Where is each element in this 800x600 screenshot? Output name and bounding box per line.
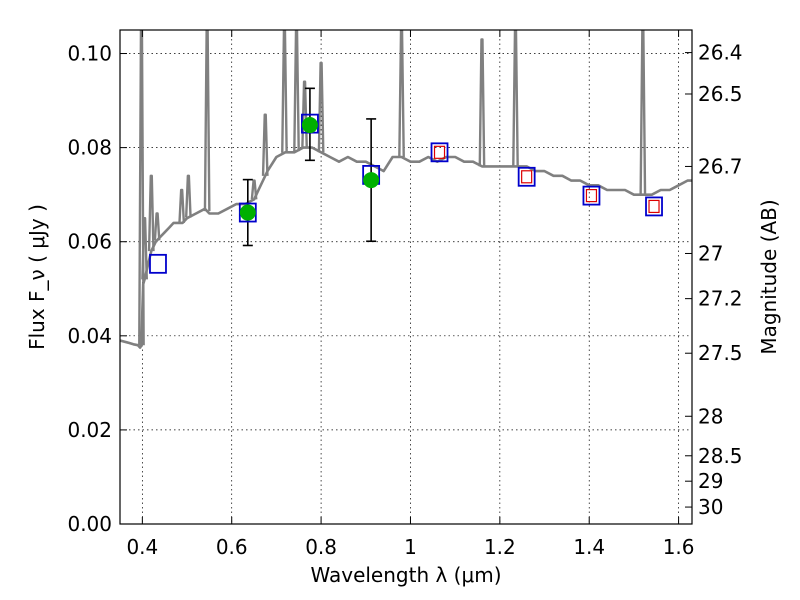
x-tick-label: 1 (404, 535, 417, 559)
observed-point (239, 204, 256, 221)
emission-line (293, 30, 300, 152)
model-spectrum-line (120, 146, 692, 349)
tick-labels: 0.4 0.6 0.8 1 1.2 1.4 1.6 0.00 0.02 0.04 0.06 0.08 0… (67, 41, 742, 559)
model-band-inner-box (521, 170, 533, 184)
model-band-inner-box (433, 145, 446, 159)
y2-tick-label: 28 (698, 404, 723, 428)
x-tick-label: 1.4 (573, 535, 605, 559)
emission-line (478, 38, 486, 167)
emission-line (639, 30, 647, 195)
x-tick-label: 1.2 (484, 535, 516, 559)
model-band-inner-box (585, 189, 598, 203)
x-tick-label: 0.6 (216, 535, 248, 559)
emission-line (203, 30, 211, 212)
y2-tick-label: 27.2 (698, 287, 743, 311)
emission-line (261, 113, 269, 176)
emission-line (281, 30, 288, 153)
emission-line (153, 212, 161, 241)
emission-line (317, 61, 325, 153)
emission-line (184, 174, 192, 218)
y2-tick-label: 26.5 (698, 82, 743, 106)
x-tick-label: 0.8 (305, 535, 337, 559)
y2-tick-label: 28.5 (698, 444, 743, 468)
marker-layer (149, 87, 663, 274)
y2-tick-label: 26.4 (698, 41, 743, 65)
emission-line (512, 30, 519, 167)
model-band-box (517, 166, 536, 187)
y-tick-label: 0.00 (67, 512, 112, 536)
emission-line (147, 174, 155, 252)
observed-point (301, 117, 318, 134)
y-tick-label: 0.10 (67, 42, 112, 66)
emission-line (138, 30, 145, 346)
y-axis-label: Flux F_ν ( μJy ) (25, 204, 49, 350)
y-tick-label: 0.02 (67, 418, 112, 442)
y-tick-label: 0.04 (67, 324, 112, 348)
y2-tick-label: 27.5 (698, 341, 743, 365)
emission-line (178, 188, 186, 223)
plot-frame (119, 29, 693, 525)
y2-tick-label: 26.7 (698, 154, 743, 178)
y2-tick-label: 29 (698, 469, 723, 493)
model-band-box (645, 196, 663, 217)
emission-line (398, 30, 405, 158)
y-tick-label: 0.06 (67, 230, 112, 254)
axis-ticks (120, 30, 692, 525)
model-band-box (149, 253, 167, 274)
y2-tick-label: 27 (698, 241, 723, 265)
model-band-inner-box (648, 199, 660, 214)
x-tick-label: 0.4 (126, 535, 158, 559)
y-tick-label: 0.08 (67, 136, 112, 160)
observed-point (363, 172, 380, 189)
y2-tick-label: 30 (698, 495, 723, 519)
model-band-box (430, 142, 449, 163)
x-axis-label: Wavelength λ (μm) (310, 563, 501, 587)
model-band-box (582, 185, 601, 206)
model-spectrum-layer (120, 30, 692, 349)
x-tick-label: 1.6 (663, 535, 695, 559)
y2-axis-label: Magnitude (AB) (757, 199, 781, 354)
emission-line (141, 216, 148, 280)
emission-line (250, 179, 258, 200)
